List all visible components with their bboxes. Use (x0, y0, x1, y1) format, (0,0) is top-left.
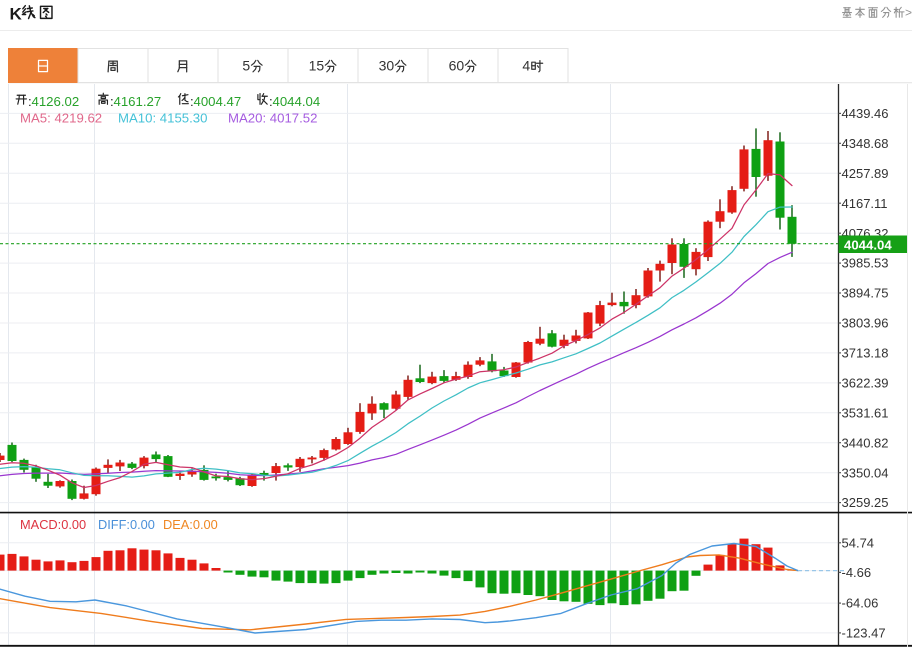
svg-text:-64.06: -64.06 (842, 596, 879, 611)
svg-text:3531.61: 3531.61 (842, 405, 889, 420)
svg-text:3894.75: 3894.75 (842, 286, 889, 301)
svg-text::: : (190, 94, 194, 109)
svg-text:4044.04: 4044.04 (844, 237, 892, 252)
svg-text:3622.39: 3622.39 (842, 376, 889, 391)
svg-text:DIFF:0.00: DIFF:0.00 (98, 517, 155, 532)
svg-text:K: K (10, 5, 23, 24)
svg-text:MA5: 4219.62: MA5: 4219.62 (20, 111, 102, 126)
svg-text:3713.18: 3713.18 (842, 346, 889, 361)
svg-text:4126.02: 4126.02 (32, 94, 80, 109)
svg-text:4044.04: 4044.04 (273, 94, 321, 109)
svg-text:15: 15 (309, 58, 325, 74)
svg-text:DEA:0.00: DEA:0.00 (163, 517, 218, 532)
svg-text::: : (28, 94, 32, 109)
svg-text:3985.53: 3985.53 (842, 256, 889, 271)
svg-text:MA20: 4017.52: MA20: 4017.52 (228, 111, 317, 126)
svg-text::: : (269, 94, 273, 109)
svg-text:3350.04: 3350.04 (842, 465, 889, 480)
svg-text:MA10: 4155.30: MA10: 4155.30 (118, 111, 207, 126)
svg-text:4257.89: 4257.89 (842, 166, 889, 181)
svg-text:-123.47: -123.47 (842, 626, 886, 641)
svg-text::: : (110, 94, 114, 109)
svg-text:4: 4 (522, 58, 530, 74)
svg-text:4439.46: 4439.46 (842, 106, 889, 121)
svg-text:-4.66: -4.66 (842, 565, 872, 580)
svg-text:5: 5 (242, 58, 250, 74)
svg-text:MACD:0.00: MACD:0.00 (20, 517, 86, 532)
svg-text:4167.11: 4167.11 (842, 196, 888, 211)
svg-text:>: > (905, 6, 912, 20)
svg-text:30: 30 (379, 58, 395, 74)
svg-text:3259.25: 3259.25 (842, 495, 889, 510)
svg-text:3440.82: 3440.82 (842, 435, 889, 450)
svg-text:4348.68: 4348.68 (842, 136, 889, 151)
svg-text:4161.27: 4161.27 (114, 94, 162, 109)
svg-text:3803.96: 3803.96 (842, 316, 889, 331)
svg-text:54.74: 54.74 (842, 535, 875, 550)
svg-text:4004.47: 4004.47 (194, 94, 242, 109)
svg-text:60: 60 (449, 58, 465, 74)
